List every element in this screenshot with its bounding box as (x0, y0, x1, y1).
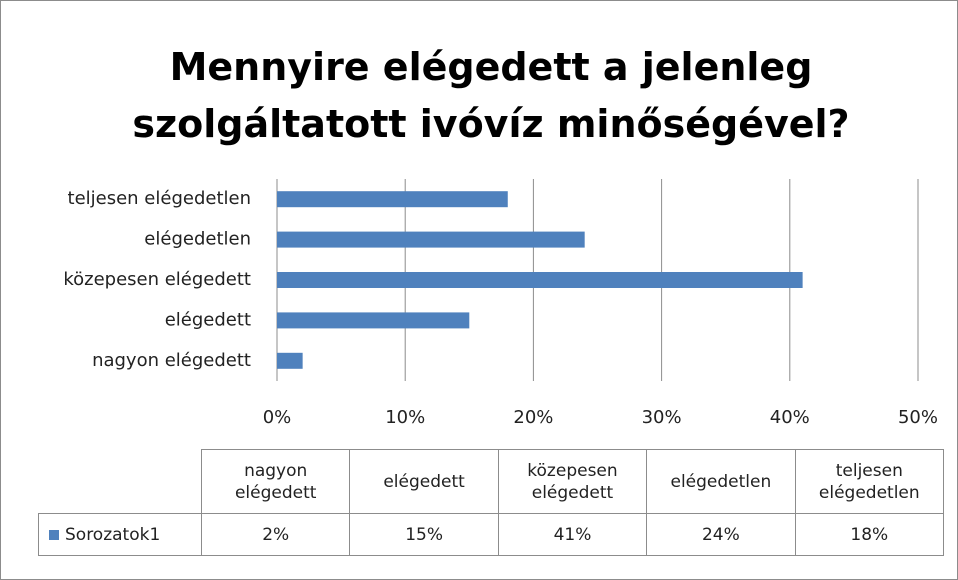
table-header: teljesen elégedetlen (794, 449, 944, 514)
y-tick-label: elégedett (165, 309, 251, 330)
table-value: 24% (646, 513, 796, 556)
x-tick-label: 10% (385, 407, 425, 428)
legend-key (49, 529, 59, 540)
bar (277, 312, 470, 329)
bar (277, 272, 803, 288)
x-tick-label: 0% (263, 407, 292, 428)
x-tick-label: 50% (898, 407, 938, 428)
table-header: nagyon elégedett (201, 449, 351, 514)
table-value: 15% (349, 513, 499, 556)
table-header: közepesen elégedett (497, 449, 648, 514)
bar (277, 191, 508, 208)
chart-title: Mennyire elégedett a jelenleg szolgáltat… (132, 45, 850, 146)
x-tick-label: 40% (770, 407, 810, 428)
y-tick-label: közepesen elégedett (63, 269, 251, 290)
x-tick-label: 30% (642, 407, 682, 428)
table-value: 41% (497, 513, 648, 556)
x-tick-label: 20% (513, 407, 553, 428)
y-tick-label: teljesen elégedetlen (68, 188, 251, 209)
table-header: elégedett (349, 449, 499, 514)
legend-cell: Sorozatok1 (38, 513, 202, 556)
y-tick-label: elégedetlen (144, 229, 251, 250)
y-tick-label: nagyon elégedett (92, 350, 251, 371)
table-value: 2% (201, 513, 351, 556)
bar (277, 352, 303, 369)
table-value: 18% (794, 513, 944, 556)
legend-label: Sorozatok1 (65, 524, 161, 545)
bar (277, 231, 585, 248)
table-header: elégedetlen (646, 449, 796, 514)
